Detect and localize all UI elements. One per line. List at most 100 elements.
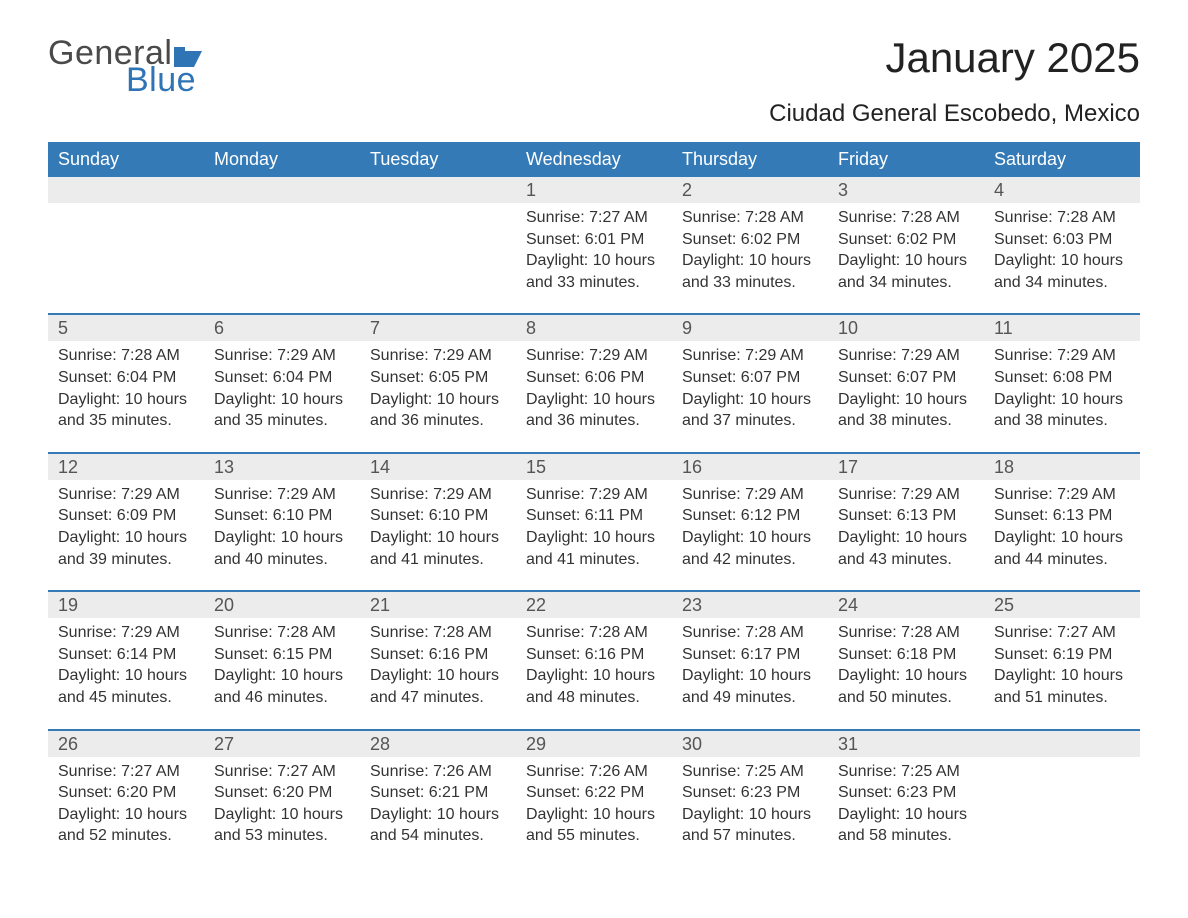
- daylight-text: and 40 minutes.: [214, 549, 350, 571]
- sunrise-text: Sunrise: 7:29 AM: [370, 345, 506, 367]
- sunrise-text: Sunrise: 7:29 AM: [838, 484, 974, 506]
- daylight-text: Daylight: 10 hours: [838, 804, 974, 826]
- sunset-text: Sunset: 6:11 PM: [526, 505, 662, 527]
- day-cell: Sunrise: 7:28 AMSunset: 6:17 PMDaylight:…: [672, 618, 828, 728]
- daylight-text: Daylight: 10 hours: [58, 665, 194, 687]
- day-number-row: 262728293031: [48, 731, 1140, 757]
- sunset-text: Sunset: 6:07 PM: [838, 367, 974, 389]
- day-cell: Sunrise: 7:29 AMSunset: 6:06 PMDaylight:…: [516, 341, 672, 451]
- sunrise-text: Sunrise: 7:28 AM: [214, 622, 350, 644]
- sunrise-text: Sunrise: 7:28 AM: [682, 207, 818, 229]
- sunset-text: Sunset: 6:06 PM: [526, 367, 662, 389]
- daylight-text: Daylight: 10 hours: [838, 389, 974, 411]
- daylight-text: Daylight: 10 hours: [370, 389, 506, 411]
- day-number: [204, 177, 360, 203]
- sunrise-text: Sunrise: 7:28 AM: [682, 622, 818, 644]
- daylight-text: and 57 minutes.: [682, 825, 818, 847]
- daylight-text: Daylight: 10 hours: [526, 527, 662, 549]
- daylight-text: Daylight: 10 hours: [58, 389, 194, 411]
- day-of-week-header: SundayMondayTuesdayWednesdayThursdayFrid…: [48, 142, 1140, 177]
- sunrise-text: Sunrise: 7:25 AM: [838, 761, 974, 783]
- daylight-text: and 37 minutes.: [682, 410, 818, 432]
- daylight-text: and 43 minutes.: [838, 549, 974, 571]
- daylight-text: and 35 minutes.: [214, 410, 350, 432]
- week-row: 12131415161718Sunrise: 7:29 AMSunset: 6:…: [48, 452, 1140, 590]
- daylight-text: Daylight: 10 hours: [994, 250, 1130, 272]
- sunrise-text: Sunrise: 7:28 AM: [526, 622, 662, 644]
- daylight-text: and 34 minutes.: [994, 272, 1130, 294]
- sunset-text: Sunset: 6:12 PM: [682, 505, 818, 527]
- dow-cell: Monday: [204, 142, 360, 177]
- sunrise-text: Sunrise: 7:29 AM: [370, 484, 506, 506]
- day-number: 9: [672, 315, 828, 341]
- sunrise-text: Sunrise: 7:27 AM: [994, 622, 1130, 644]
- sunrise-text: Sunrise: 7:29 AM: [682, 484, 818, 506]
- day-number: 16: [672, 454, 828, 480]
- day-number: 18: [984, 454, 1140, 480]
- sunrise-text: Sunrise: 7:28 AM: [370, 622, 506, 644]
- daylight-text: Daylight: 10 hours: [682, 665, 818, 687]
- sunrise-text: Sunrise: 7:29 AM: [994, 484, 1130, 506]
- daylight-text: Daylight: 10 hours: [58, 527, 194, 549]
- day-number: 10: [828, 315, 984, 341]
- daylight-text: and 44 minutes.: [994, 549, 1130, 571]
- calendar: SundayMondayTuesdayWednesdayThursdayFrid…: [48, 142, 1140, 867]
- day-data-row: Sunrise: 7:27 AMSunset: 6:20 PMDaylight:…: [48, 757, 1140, 867]
- day-cell: [204, 203, 360, 313]
- daylight-text: and 36 minutes.: [526, 410, 662, 432]
- day-number: 21: [360, 592, 516, 618]
- sunrise-text: Sunrise: 7:29 AM: [214, 484, 350, 506]
- daylight-text: Daylight: 10 hours: [526, 389, 662, 411]
- day-number: 22: [516, 592, 672, 618]
- day-cell: [360, 203, 516, 313]
- day-cell: Sunrise: 7:29 AMSunset: 6:11 PMDaylight:…: [516, 480, 672, 590]
- day-cell: Sunrise: 7:27 AMSunset: 6:20 PMDaylight:…: [48, 757, 204, 867]
- day-cell: Sunrise: 7:29 AMSunset: 6:07 PMDaylight:…: [828, 341, 984, 451]
- dow-cell: Sunday: [48, 142, 204, 177]
- daylight-text: and 35 minutes.: [58, 410, 194, 432]
- sunset-text: Sunset: 6:22 PM: [526, 782, 662, 804]
- daylight-text: and 41 minutes.: [370, 549, 506, 571]
- sunset-text: Sunset: 6:19 PM: [994, 644, 1130, 666]
- day-number-row: 19202122232425: [48, 592, 1140, 618]
- daylight-text: and 34 minutes.: [838, 272, 974, 294]
- day-cell: Sunrise: 7:26 AMSunset: 6:22 PMDaylight:…: [516, 757, 672, 867]
- day-number: 19: [48, 592, 204, 618]
- daylight-text: and 41 minutes.: [526, 549, 662, 571]
- daylight-text: Daylight: 10 hours: [682, 250, 818, 272]
- sunrise-text: Sunrise: 7:26 AM: [526, 761, 662, 783]
- sunset-text: Sunset: 6:13 PM: [994, 505, 1130, 527]
- daylight-text: and 46 minutes.: [214, 687, 350, 709]
- daylight-text: Daylight: 10 hours: [994, 389, 1130, 411]
- sunrise-text: Sunrise: 7:29 AM: [214, 345, 350, 367]
- day-number: 8: [516, 315, 672, 341]
- day-cell: Sunrise: 7:29 AMSunset: 6:08 PMDaylight:…: [984, 341, 1140, 451]
- daylight-text: Daylight: 10 hours: [682, 389, 818, 411]
- daylight-text: Daylight: 10 hours: [994, 665, 1130, 687]
- day-number: 27: [204, 731, 360, 757]
- daylight-text: Daylight: 10 hours: [58, 804, 194, 826]
- month-title: January 2025: [769, 34, 1140, 82]
- daylight-text: Daylight: 10 hours: [370, 527, 506, 549]
- sunset-text: Sunset: 6:21 PM: [370, 782, 506, 804]
- daylight-text: and 53 minutes.: [214, 825, 350, 847]
- sunrise-text: Sunrise: 7:29 AM: [994, 345, 1130, 367]
- day-cell: Sunrise: 7:29 AMSunset: 6:07 PMDaylight:…: [672, 341, 828, 451]
- sunrise-text: Sunrise: 7:28 AM: [58, 345, 194, 367]
- dow-cell: Thursday: [672, 142, 828, 177]
- daylight-text: and 54 minutes.: [370, 825, 506, 847]
- day-cell: Sunrise: 7:28 AMSunset: 6:15 PMDaylight:…: [204, 618, 360, 728]
- day-number: 26: [48, 731, 204, 757]
- week-row: 1234Sunrise: 7:27 AMSunset: 6:01 PMDayli…: [48, 177, 1140, 313]
- weeks-container: 1234Sunrise: 7:27 AMSunset: 6:01 PMDayli…: [48, 177, 1140, 867]
- sunrise-text: Sunrise: 7:29 AM: [838, 345, 974, 367]
- daylight-text: Daylight: 10 hours: [214, 665, 350, 687]
- daylight-text: Daylight: 10 hours: [370, 665, 506, 687]
- daylight-text: Daylight: 10 hours: [526, 804, 662, 826]
- sunset-text: Sunset: 6:10 PM: [370, 505, 506, 527]
- day-number: 15: [516, 454, 672, 480]
- sunset-text: Sunset: 6:14 PM: [58, 644, 194, 666]
- day-number: 6: [204, 315, 360, 341]
- day-number: [48, 177, 204, 203]
- sunset-text: Sunset: 6:10 PM: [214, 505, 350, 527]
